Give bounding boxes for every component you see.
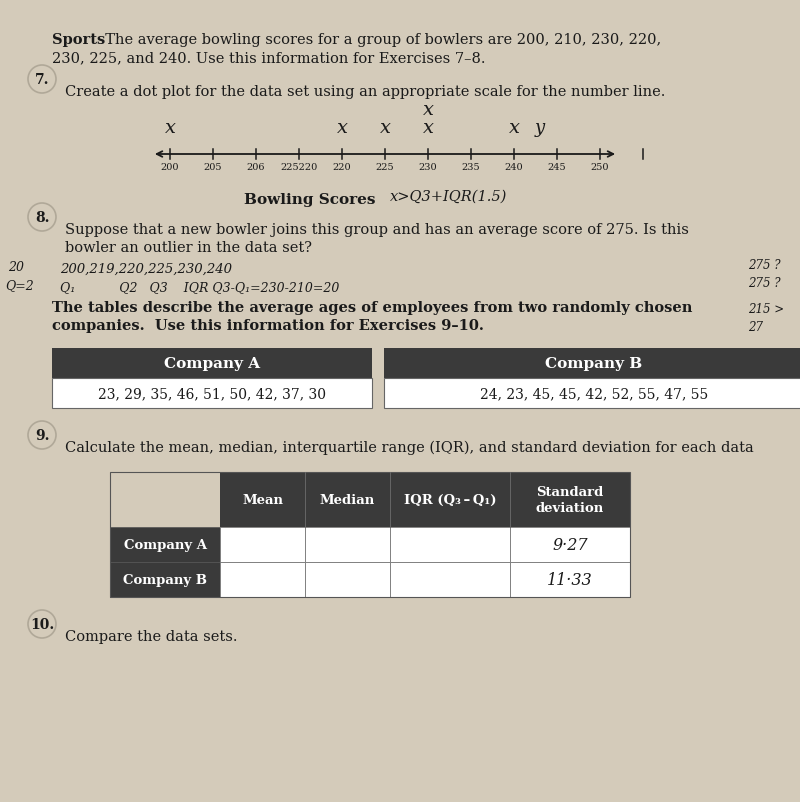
Text: x: x — [422, 119, 434, 137]
Text: x: x — [165, 119, 175, 137]
Text: Company B: Company B — [546, 357, 642, 371]
Text: Standard: Standard — [536, 485, 604, 498]
Text: x: x — [337, 119, 347, 137]
Text: 235: 235 — [462, 163, 480, 172]
Text: 220: 220 — [333, 163, 351, 172]
Text: Mean: Mean — [242, 493, 283, 506]
Text: Create a dot plot for the data set using an appropriate scale for the number lin: Create a dot plot for the data set using… — [65, 85, 666, 99]
Text: 27: 27 — [748, 321, 763, 334]
Text: Sports: Sports — [52, 33, 106, 47]
Text: Company A: Company A — [164, 357, 260, 371]
FancyBboxPatch shape — [384, 349, 800, 379]
Text: Q₁           Q2   Q3    IQR Q3-Q₁=230-210=20: Q₁ Q2 Q3 IQR Q3-Q₁=230-210=20 — [60, 281, 339, 294]
Text: Company A: Company A — [123, 538, 206, 551]
Text: 215 >: 215 > — [748, 302, 784, 316]
FancyBboxPatch shape — [510, 562, 630, 597]
FancyBboxPatch shape — [390, 562, 510, 597]
Text: x: x — [422, 101, 434, 119]
Text: The tables describe the average ages of employees from two randomly chosen: The tables describe the average ages of … — [52, 301, 692, 314]
Text: 230, 225, and 240. Use this information for Exercises 7–8.: 230, 225, and 240. Use this information … — [52, 51, 486, 65]
Text: IQR (Q₃ – Q₁): IQR (Q₃ – Q₁) — [404, 493, 496, 506]
Text: companies.  Use this information for Exercises 9–10.: companies. Use this information for Exer… — [52, 318, 484, 333]
FancyBboxPatch shape — [110, 528, 220, 562]
FancyBboxPatch shape — [305, 562, 390, 597]
Text: 240: 240 — [505, 163, 523, 172]
Text: 7.: 7. — [34, 73, 50, 87]
Text: 206: 206 — [246, 163, 266, 172]
Text: 250: 250 — [590, 163, 610, 172]
Text: 11·33: 11·33 — [547, 571, 593, 588]
FancyBboxPatch shape — [510, 528, 630, 562]
FancyBboxPatch shape — [220, 528, 305, 562]
FancyBboxPatch shape — [52, 379, 372, 408]
Text: 10.: 10. — [30, 618, 54, 631]
Text: Median: Median — [320, 493, 375, 506]
Text: x>Q3+IQR(1.5): x>Q3+IQR(1.5) — [390, 190, 507, 204]
Text: 225220: 225220 — [280, 163, 318, 172]
Text: x: x — [509, 119, 519, 137]
FancyBboxPatch shape — [110, 562, 220, 597]
Text: 200,219,220,225,230,240: 200,219,220,225,230,240 — [60, 263, 232, 276]
Text: 245: 245 — [548, 163, 566, 172]
Text: y: y — [534, 119, 545, 137]
Text: Suppose that a new bowler joins this group and has an average score of 275. Is t: Suppose that a new bowler joins this gro… — [65, 223, 689, 237]
Text: 275 ?: 275 ? — [748, 277, 781, 290]
Text: 205: 205 — [204, 163, 222, 172]
Text: Company B: Company B — [123, 573, 207, 586]
FancyBboxPatch shape — [52, 349, 372, 379]
Text: Calculate the mean, median, interquartile range (IQR), and standard deviation fo: Calculate the mean, median, interquartil… — [65, 440, 754, 455]
FancyBboxPatch shape — [390, 528, 510, 562]
Text: Compare the data sets.: Compare the data sets. — [65, 630, 238, 643]
Text: x: x — [379, 119, 390, 137]
Text: Q=2: Q=2 — [5, 278, 34, 292]
Text: Bowling Scores: Bowling Scores — [244, 192, 376, 207]
Text: 23, 29, 35, 46, 51, 50, 42, 37, 30: 23, 29, 35, 46, 51, 50, 42, 37, 30 — [98, 387, 326, 400]
FancyBboxPatch shape — [305, 528, 390, 562]
Text: deviation: deviation — [536, 501, 604, 514]
FancyBboxPatch shape — [220, 562, 305, 597]
Text: 8.: 8. — [34, 211, 50, 225]
Text: bowler an outlier in the data set?: bowler an outlier in the data set? — [65, 241, 312, 255]
Text: 200: 200 — [161, 163, 179, 172]
Text: 9.: 9. — [34, 428, 50, 443]
Text: 24, 23, 45, 45, 42, 52, 55, 47, 55: 24, 23, 45, 45, 42, 52, 55, 47, 55 — [480, 387, 708, 400]
Text: The average bowling scores for a group of bowlers are 200, 210, 230, 220,: The average bowling scores for a group o… — [96, 33, 662, 47]
FancyBboxPatch shape — [220, 472, 630, 528]
Text: 225: 225 — [376, 163, 394, 172]
Text: 275 ?: 275 ? — [748, 259, 781, 272]
Text: 20: 20 — [8, 261, 24, 273]
Text: 230: 230 — [418, 163, 438, 172]
FancyBboxPatch shape — [384, 379, 800, 408]
Text: 9·27: 9·27 — [552, 537, 588, 553]
